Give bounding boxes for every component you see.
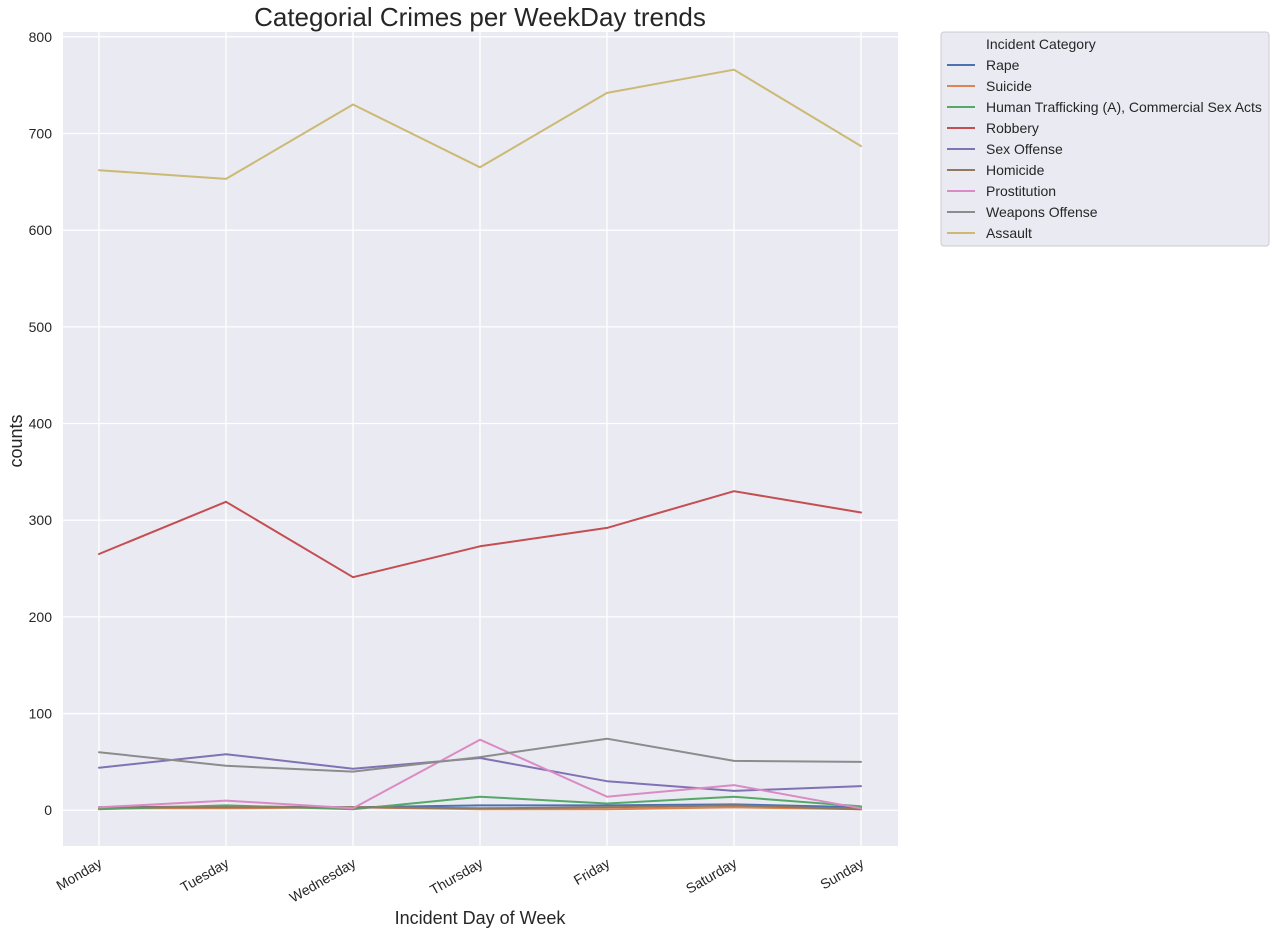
y-tick-label: 200 (29, 609, 53, 625)
y-axis-title: counts (6, 414, 26, 467)
x-tick-label: Thursday (427, 855, 486, 898)
series-line (98, 804, 862, 811)
series-line (98, 738, 862, 810)
series-line (98, 490, 862, 579)
legend-items: Rape Suicide Human Trafficking (A), Commer… (947, 57, 1262, 241)
y-axis-ticks: 0 100 200 300 400 500 600 700 800 (29, 29, 53, 818)
series-lines (98, 68, 862, 811)
x-tick-label: Wednesday (287, 855, 359, 906)
legend-entry: Robbery (986, 120, 1039, 136)
legend: Incident Category Rape Suicide Human Traff… (940, 31, 1270, 247)
legend-entry: Rape (986, 57, 1020, 73)
x-tick-label: Friday (571, 855, 613, 888)
series-line (98, 795, 862, 811)
x-tick-label: Sunday (817, 855, 866, 893)
chart-title: Categorial Crimes per WeekDay trends (254, 2, 706, 32)
legend-entry: Sex Offense (986, 141, 1063, 157)
grid-lines (63, 32, 898, 846)
legend-box (940, 31, 1270, 247)
x-axis-ticks: Monday Tuesday Wednesday Thursday Friday Satu… (53, 855, 866, 906)
legend-entry: Prostitution (986, 183, 1056, 199)
x-axis-title: Incident Day of Week (395, 908, 567, 928)
legend-entry: Assault (986, 225, 1032, 241)
y-tick-label: 100 (29, 706, 53, 722)
y-tick-label: 500 (29, 319, 53, 335)
x-tick-label: Saturday (683, 855, 740, 897)
series-line (98, 68, 862, 180)
legend-entry: Suicide (986, 78, 1032, 94)
y-tick-label: 0 (44, 802, 52, 818)
y-tick-label: 600 (29, 222, 53, 238)
x-tick-label: Monday (53, 855, 104, 894)
y-tick-label: 700 (29, 126, 53, 142)
y-tick-label: 300 (29, 512, 53, 528)
y-tick-label: 800 (29, 29, 53, 45)
series-line (98, 737, 862, 773)
y-tick-label: 400 (29, 416, 53, 432)
legend-entry: Weapons Offense (986, 204, 1098, 220)
legend-title: Incident Category (986, 36, 1096, 52)
legend-entry: Homicide (986, 162, 1045, 178)
legend-entry: Human Trafficking (A), Commercial Sex Ac… (986, 99, 1262, 115)
x-tick-label: Tuesday (177, 855, 231, 895)
